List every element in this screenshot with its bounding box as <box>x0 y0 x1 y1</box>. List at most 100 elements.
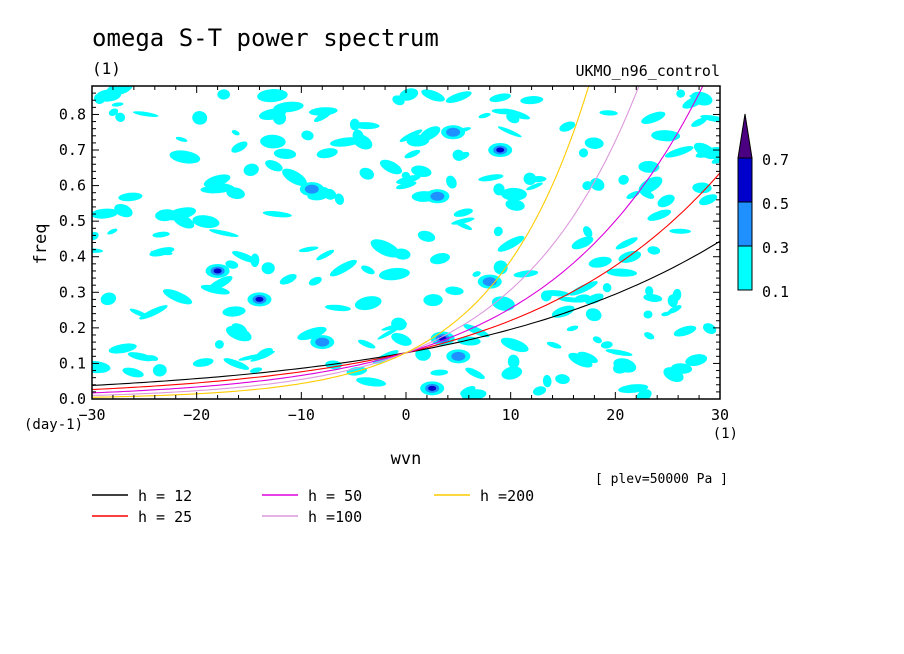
contour-patch <box>465 367 485 380</box>
contour-patch <box>497 235 525 252</box>
y-tick-labels: 0.0 0.1 0.2 0.3 0.4 0.5 0.6 0.7 0.8 <box>59 105 86 408</box>
contour-patch <box>451 351 466 361</box>
contour-patch <box>150 250 173 256</box>
contour-patch <box>691 117 707 127</box>
contour-patch <box>223 358 250 370</box>
contour-patch <box>546 341 562 349</box>
contour-patch <box>669 228 691 234</box>
y-tick-label: 0.6 <box>59 177 86 195</box>
contour-patch <box>391 332 412 346</box>
contour-patch <box>111 102 124 107</box>
contour-patch <box>225 260 239 269</box>
contour-patch <box>231 141 248 153</box>
legend-label: h =100 <box>308 508 362 526</box>
contour-patch <box>411 165 432 178</box>
contour-patch <box>559 121 576 132</box>
contour-patch <box>592 336 602 344</box>
contour-patch <box>453 208 473 217</box>
contour-patch <box>571 236 594 250</box>
contour-patch <box>334 193 345 205</box>
contour-patch <box>391 317 407 331</box>
contour-patch <box>428 385 437 391</box>
contour-patch <box>446 175 457 189</box>
contour-patch <box>430 191 445 201</box>
colorbar-segment <box>737 157 753 203</box>
y-tick-label: 0.8 <box>59 105 86 123</box>
contour-patch <box>585 293 604 305</box>
x-tick-label: 30 <box>711 406 729 424</box>
contour-patch <box>505 199 525 211</box>
contour-patch <box>507 354 520 369</box>
contour-patch <box>203 174 231 188</box>
contour-patch <box>92 360 111 374</box>
contour-patch <box>329 259 357 277</box>
y-axis-label: freq <box>31 224 51 265</box>
contour-patch <box>316 249 335 261</box>
contour-patch <box>496 147 505 153</box>
y-tick-label: 0.3 <box>59 283 86 301</box>
contour-patch <box>703 323 717 335</box>
colorbar-label: 0.7 <box>762 151 789 169</box>
contour-patch <box>214 340 224 349</box>
contour-patch <box>115 112 126 122</box>
contour-patch <box>213 268 222 274</box>
contour-patch <box>626 191 640 199</box>
contour-patch <box>163 289 193 305</box>
contour-patch <box>636 389 652 399</box>
contour-patch <box>304 184 319 194</box>
contour-patch <box>359 167 375 180</box>
units-label: (1) <box>92 59 121 78</box>
contour-patch <box>667 305 682 314</box>
contour-patch <box>673 325 697 337</box>
contour-patch <box>258 108 287 121</box>
contour-patch <box>618 384 649 394</box>
x-unit-label: (1) <box>713 426 738 442</box>
x-tick-label: −10 <box>288 406 315 424</box>
contour-patch <box>324 304 351 312</box>
contour-patch <box>493 260 508 275</box>
contour-patch <box>370 239 400 258</box>
contour-fill-layer <box>92 86 720 399</box>
y-tick-label: 0.5 <box>59 212 86 230</box>
contour-patch <box>417 230 436 242</box>
x-tick-label: −20 <box>183 406 210 424</box>
contour-patch <box>399 88 419 101</box>
contour-patch <box>532 386 547 396</box>
contour-patch <box>590 178 605 191</box>
contour-patch <box>192 111 208 125</box>
contour-patch <box>100 292 117 306</box>
contour-patch <box>566 325 579 332</box>
contour-patch <box>261 262 275 275</box>
contour-patch <box>641 111 666 124</box>
contour-patch <box>460 389 482 399</box>
contour-patch <box>430 253 450 265</box>
contour-patch <box>379 159 403 175</box>
contour-patch <box>584 137 604 149</box>
contour-patch <box>501 187 527 201</box>
contour-patch <box>568 352 593 368</box>
dispersion-curves <box>92 86 720 398</box>
contour-patch <box>108 343 137 354</box>
contour-patch <box>588 256 612 268</box>
contour-patch <box>456 151 470 161</box>
contour-patch <box>478 174 504 182</box>
contour-patch <box>392 95 405 106</box>
contour-patch <box>551 305 575 318</box>
contour-patch <box>651 130 681 142</box>
contour-patch <box>699 194 718 206</box>
contour-patch <box>472 271 481 277</box>
axis-ticks <box>91 85 721 400</box>
contour-patch <box>200 185 231 194</box>
legend: h = 12 h = 25 h = 50 h =100 h =200 <box>92 487 534 526</box>
contour-patch <box>265 160 283 172</box>
contour-patch <box>672 288 682 302</box>
contour-patch <box>175 136 188 142</box>
contour-patch <box>520 96 544 105</box>
contour-patch <box>169 150 201 164</box>
legend-label: h = 25 <box>138 508 192 526</box>
contour-patch <box>107 228 118 235</box>
contour-patch <box>377 326 400 340</box>
contour-patch <box>231 130 240 136</box>
contour-patch <box>489 93 511 103</box>
contour-patch <box>615 237 638 250</box>
